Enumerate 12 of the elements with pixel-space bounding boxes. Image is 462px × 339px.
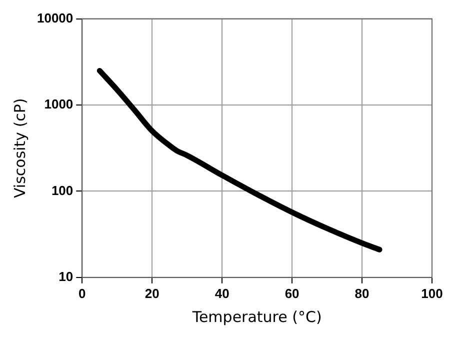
x-tick-label: 0 xyxy=(78,286,86,301)
x-tick-label: 80 xyxy=(354,286,370,301)
y-tick-label: 10 xyxy=(58,268,74,284)
y-tick-label: 100 xyxy=(51,182,74,198)
y-axis-title: Viscosity (cP) xyxy=(10,98,29,198)
x-axis-title: Temperature (°C) xyxy=(191,308,322,326)
x-tick-label: 20 xyxy=(144,286,160,301)
y-tick-label: 10000 xyxy=(36,10,74,26)
x-tick-label: 60 xyxy=(284,286,300,301)
x-tick-label: 100 xyxy=(421,286,443,301)
x-tick-label: 40 xyxy=(214,286,230,301)
y-tick-label: 1000 xyxy=(44,96,74,112)
